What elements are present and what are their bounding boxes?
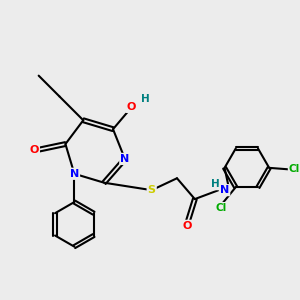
Text: H: H [141,94,150,104]
Text: S: S [148,185,156,195]
Text: Cl: Cl [215,203,226,213]
Text: N: N [70,169,79,179]
Text: O: O [126,102,136,112]
Text: H: H [211,179,220,189]
Text: N: N [120,154,130,164]
Text: O: O [29,145,39,155]
Text: O: O [183,221,192,231]
Text: Cl: Cl [289,164,300,174]
Text: N: N [220,185,229,195]
